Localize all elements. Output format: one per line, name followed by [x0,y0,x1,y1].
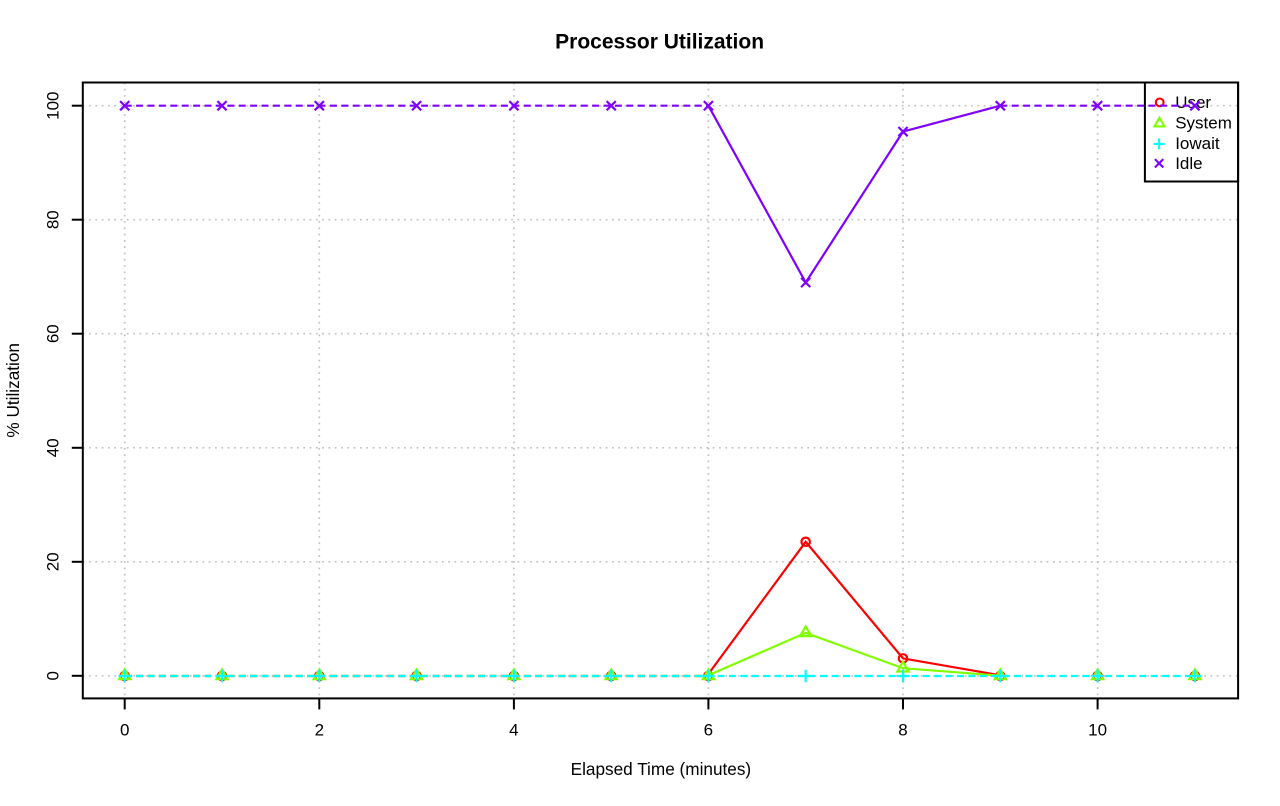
svg-text:80: 80 [43,210,62,229]
svg-text:Iowait: Iowait [1175,134,1220,153]
svg-text:0: 0 [120,720,129,739]
svg-text:60: 60 [43,324,62,343]
svg-text:4: 4 [509,720,518,739]
svg-text:100: 100 [43,92,62,120]
svg-text:8: 8 [898,720,907,739]
svg-text:40: 40 [43,438,62,457]
svg-text:20: 20 [43,552,62,571]
svg-text:Idle: Idle [1175,154,1202,173]
svg-text:Processor Utilization: Processor Utilization [555,30,764,53]
svg-text:6: 6 [704,720,713,739]
svg-text:System: System [1175,114,1232,133]
svg-text:Elapsed Time (minutes): Elapsed Time (minutes) [571,759,752,779]
svg-text:% Utilization: % Utilization [3,343,23,438]
svg-text:10: 10 [1088,720,1107,739]
svg-text:0: 0 [43,671,62,680]
svg-text:User: User [1175,93,1211,112]
svg-text:2: 2 [315,720,324,739]
